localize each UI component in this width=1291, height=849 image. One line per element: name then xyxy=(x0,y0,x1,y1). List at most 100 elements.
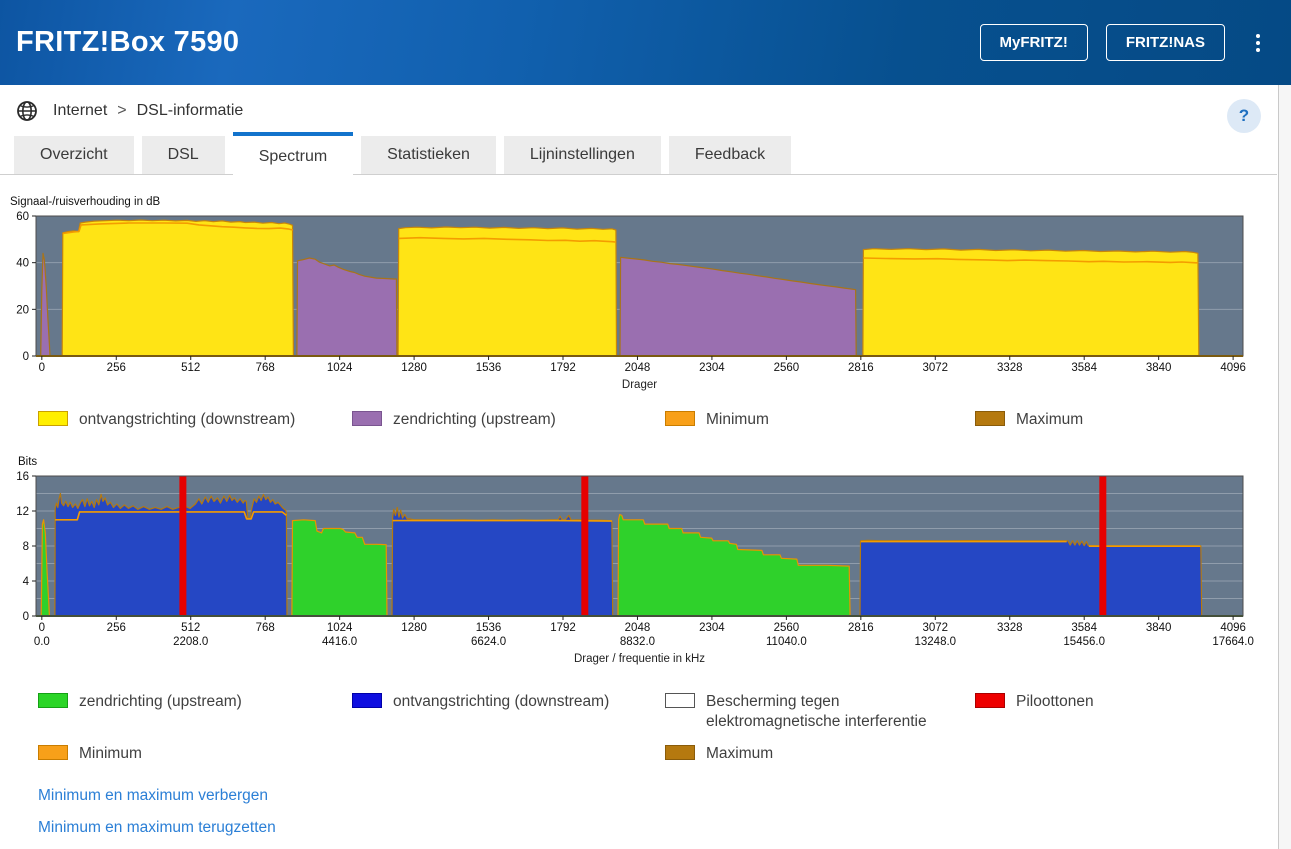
svg-text:2304: 2304 xyxy=(699,622,725,634)
breadcrumb-page: DSL-informatie xyxy=(136,102,244,119)
tab-dsl[interactable]: DSL xyxy=(141,136,225,174)
maximum-swatch xyxy=(975,411,1005,426)
svg-text:1792: 1792 xyxy=(550,362,576,374)
svg-text:2208.0: 2208.0 xyxy=(173,636,208,648)
svg-text:16: 16 xyxy=(16,471,29,483)
svg-text:17664.0: 17664.0 xyxy=(1212,636,1254,648)
bits-chart: 0 256 512 768 1024 1280 1536 1792 2048 2304 2560 28… xyxy=(16,471,1254,665)
svg-text:2816: 2816 xyxy=(848,622,874,634)
svg-text:0: 0 xyxy=(39,622,45,634)
kebab-menu-icon[interactable] xyxy=(1251,29,1265,57)
tab-statistieken[interactable]: Statistieken xyxy=(361,136,496,174)
minimum-swatch xyxy=(665,411,695,426)
svg-text:1280: 1280 xyxy=(401,622,427,634)
svg-text:3840: 3840 xyxy=(1146,362,1172,374)
svg-text:1024: 1024 xyxy=(327,622,353,634)
bits-legend: zendrichting (upstream) ontvangstrichtin… xyxy=(0,692,1291,764)
svg-text:1280: 1280 xyxy=(401,362,427,374)
snr-legend: ontvangstrichting (downstream) zendricht… xyxy=(0,410,1291,430)
upstream-bits-swatch xyxy=(38,693,68,709)
svg-text:2304: 2304 xyxy=(699,362,725,374)
svg-text:Drager: Drager xyxy=(622,379,657,391)
svg-text:40: 40 xyxy=(16,258,29,270)
tab-lijninstellingen[interactable]: Lijninstellingen xyxy=(503,136,661,174)
svg-text:2048: 2048 xyxy=(625,362,651,374)
legend-item-downstream-bits: ontvangstrichting (downstream) xyxy=(352,692,665,732)
svg-text:12: 12 xyxy=(16,506,29,518)
svg-text:1536: 1536 xyxy=(476,622,502,634)
svg-text:8: 8 xyxy=(23,541,29,553)
legend-item-maximum: Maximum xyxy=(975,410,1291,430)
pilot-tones-swatch xyxy=(975,693,1005,709)
svg-text:4096: 4096 xyxy=(1220,362,1246,374)
legend-item-downstream: ontvangstrichting (downstream) xyxy=(38,410,352,430)
fritznas-button[interactable]: FRITZ!NAS xyxy=(1105,24,1225,61)
app-header: FRITZ!Box 7590 MyFRITZ! FRITZ!NAS xyxy=(0,0,1291,85)
tab-feedback[interactable]: Feedback xyxy=(668,136,792,174)
svg-text:15456.0: 15456.0 xyxy=(1063,636,1105,648)
svg-text:8832.0: 8832.0 xyxy=(620,636,655,648)
scrollbar[interactable] xyxy=(1278,85,1291,849)
svg-text:256: 256 xyxy=(107,362,126,374)
downstream-swatch xyxy=(38,411,68,426)
hide-min-max-link[interactable]: Minimum en maximum verbergen xyxy=(38,786,268,804)
svg-text:1024: 1024 xyxy=(327,362,353,374)
svg-text:4416.0: 4416.0 xyxy=(322,636,357,648)
svg-text:3840: 3840 xyxy=(1146,622,1172,634)
minimum-bits-swatch xyxy=(38,745,68,761)
emi-protection-swatch xyxy=(665,693,695,709)
svg-text:3328: 3328 xyxy=(997,622,1023,634)
upstream-swatch xyxy=(352,411,382,426)
svg-text:512: 512 xyxy=(181,362,200,374)
svg-text:768: 768 xyxy=(256,362,275,374)
legend-item-maximum-bits: Maximum xyxy=(665,744,975,764)
svg-text:256: 256 xyxy=(107,622,126,634)
myfritz-button[interactable]: MyFRITZ! xyxy=(979,24,1088,61)
tab-spectrum[interactable]: Spectrum xyxy=(232,132,354,182)
svg-text:Drager / frequentie in kHz: Drager / frequentie in kHz xyxy=(574,653,705,665)
svg-text:2560: 2560 xyxy=(774,622,800,634)
breadcrumb-internet[interactable]: Internet xyxy=(53,102,108,119)
svg-text:1792: 1792 xyxy=(550,622,576,634)
svg-text:20: 20 xyxy=(16,304,29,316)
svg-text:4: 4 xyxy=(23,576,30,588)
svg-text:0.0: 0.0 xyxy=(34,636,50,648)
svg-text:0: 0 xyxy=(39,362,45,374)
svg-text:3584: 3584 xyxy=(1071,622,1097,634)
snr-chart: 0 256 512 768 1024 1280 1536 1792 2048 2304 2560 28… xyxy=(16,211,1246,391)
svg-text:2560: 2560 xyxy=(774,362,800,374)
svg-text:13248.0: 13248.0 xyxy=(914,636,956,648)
maximum-bits-swatch xyxy=(665,745,695,761)
svg-text:3072: 3072 xyxy=(922,622,948,634)
svg-text:6624.0: 6624.0 xyxy=(471,636,506,648)
svg-text:768: 768 xyxy=(256,622,275,634)
legend-item-minimum: Minimum xyxy=(665,410,975,430)
downstream-bits-swatch xyxy=(352,693,382,709)
legend-item-emi-protection: Bescherming tegen elektromagnetische int… xyxy=(665,692,975,732)
svg-text:3584: 3584 xyxy=(1071,362,1097,374)
legend-item-upstream-bits: zendrichting (upstream) xyxy=(38,692,352,732)
footer-links: Minimum en maximum verbergen Minimum en … xyxy=(38,787,1291,837)
legend-item-pilot-tones: Piloottonen xyxy=(975,692,1291,732)
tab-bar: Overzicht DSL Spectrum Statistieken Lijn… xyxy=(0,132,1291,182)
breadcrumb: Internet > DSL-informatie ? xyxy=(0,85,1291,133)
svg-text:3072: 3072 xyxy=(922,362,948,374)
help-button[interactable]: ? xyxy=(1227,99,1261,133)
spectrum-panel: Signaal-/ruisverhouding in dB 0 256 512 768… xyxy=(0,196,1291,837)
tab-overzicht[interactable]: Overzicht xyxy=(14,136,134,174)
globe-icon xyxy=(16,100,38,122)
bits-chart-title: Bits xyxy=(18,456,38,469)
snr-chart-title: Signaal-/ruisverhouding in dB xyxy=(10,196,161,208)
breadcrumb-separator: > xyxy=(117,102,127,119)
svg-text:512: 512 xyxy=(181,622,200,634)
legend-item-upstream: zendrichting (upstream) xyxy=(352,410,665,430)
svg-text:1536: 1536 xyxy=(476,362,502,374)
svg-text:3328: 3328 xyxy=(997,362,1023,374)
reset-min-max-link[interactable]: Minimum en maximum terugzetten xyxy=(38,818,276,836)
svg-text:60: 60 xyxy=(16,211,29,223)
app-title: FRITZ!Box 7590 xyxy=(16,26,240,58)
svg-text:11040.0: 11040.0 xyxy=(766,636,807,648)
svg-text:2816: 2816 xyxy=(848,362,874,374)
legend-item-minimum-bits: Minimum xyxy=(38,744,352,764)
svg-text:4096: 4096 xyxy=(1220,622,1246,634)
